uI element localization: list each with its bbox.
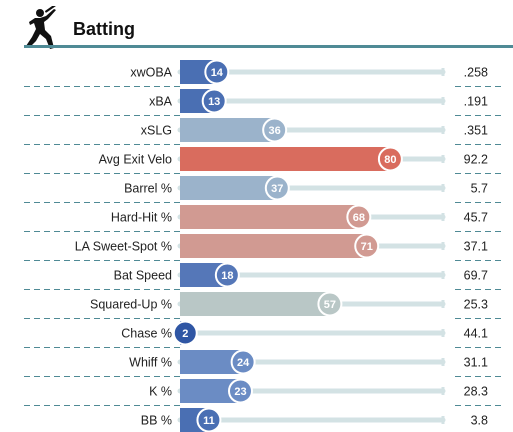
bar bbox=[180, 147, 391, 171]
percentile-bubble bbox=[204, 59, 230, 85]
category-label: Chase % bbox=[121, 327, 172, 341]
section-title: Batting bbox=[73, 19, 135, 39]
percentile-bubble bbox=[262, 117, 288, 143]
category-label: xwOBA bbox=[130, 66, 172, 80]
percentile-label: 23 bbox=[234, 386, 246, 398]
percentile-label: 2 bbox=[182, 328, 188, 340]
stat-value: 25.3 bbox=[464, 298, 488, 312]
category-label: LA Sweet-Spot % bbox=[75, 240, 172, 254]
stat-value: 45.7 bbox=[464, 211, 488, 225]
stat-value: 31.1 bbox=[464, 356, 488, 370]
percentile-bubble bbox=[172, 320, 198, 346]
percentile-label: 68 bbox=[353, 212, 365, 224]
stat-value: 3.8 bbox=[471, 414, 488, 428]
category-label: xSLG bbox=[141, 124, 172, 138]
stat-value: .351 bbox=[464, 124, 488, 138]
percentile-label: 18 bbox=[221, 270, 233, 282]
percentile-bubble bbox=[346, 204, 372, 230]
header-divider bbox=[24, 45, 513, 48]
bar bbox=[180, 292, 330, 316]
category-label: Bat Speed bbox=[114, 269, 172, 283]
category-label: Whiff % bbox=[129, 356, 172, 370]
percentile-bubble bbox=[201, 88, 227, 114]
stat-value: 69.7 bbox=[464, 269, 488, 283]
category-label: Avg Exit Velo bbox=[99, 153, 172, 167]
percentile-label: 13 bbox=[208, 96, 220, 108]
percentile-label: 80 bbox=[384, 154, 396, 166]
percentile-label: 11 bbox=[203, 415, 215, 427]
bar bbox=[180, 176, 278, 200]
category-label: BB % bbox=[141, 414, 172, 428]
category-label: Hard-Hit % bbox=[111, 211, 172, 225]
percentile-bubble bbox=[264, 175, 290, 201]
percentile-bubble bbox=[227, 378, 253, 404]
percentile-label: 24 bbox=[237, 357, 250, 369]
percentile-label: 14 bbox=[211, 67, 224, 79]
category-label: K % bbox=[149, 385, 172, 399]
stat-value: 37.1 bbox=[464, 240, 488, 254]
stat-value: .191 bbox=[464, 95, 488, 109]
baseball-batter-icon bbox=[26, 6, 58, 49]
percentile-bubble bbox=[317, 291, 343, 317]
percentile-bubble bbox=[354, 233, 380, 259]
bar bbox=[180, 205, 359, 229]
percentile-label: 37 bbox=[271, 183, 283, 195]
category-label: xBA bbox=[149, 95, 173, 109]
percentile-label: 57 bbox=[324, 299, 336, 311]
stat-value: 28.3 bbox=[464, 385, 488, 399]
percentile-bubble bbox=[230, 349, 256, 375]
bar bbox=[180, 234, 367, 258]
bar bbox=[180, 118, 275, 142]
category-label: Barrel % bbox=[124, 182, 172, 196]
stat-value: 5.7 bbox=[471, 182, 488, 196]
section-header: Batting bbox=[0, 0, 513, 52]
percentile-label: 36 bbox=[269, 125, 281, 137]
percentile-bubble bbox=[377, 146, 403, 172]
stat-value: .258 bbox=[464, 66, 488, 80]
category-label: Squared-Up % bbox=[90, 298, 172, 312]
stat-value: 44.1 bbox=[464, 327, 488, 341]
percentile-label: 71 bbox=[361, 241, 373, 253]
stat-value: 92.2 bbox=[464, 153, 488, 167]
percentile-bubble bbox=[214, 262, 240, 288]
